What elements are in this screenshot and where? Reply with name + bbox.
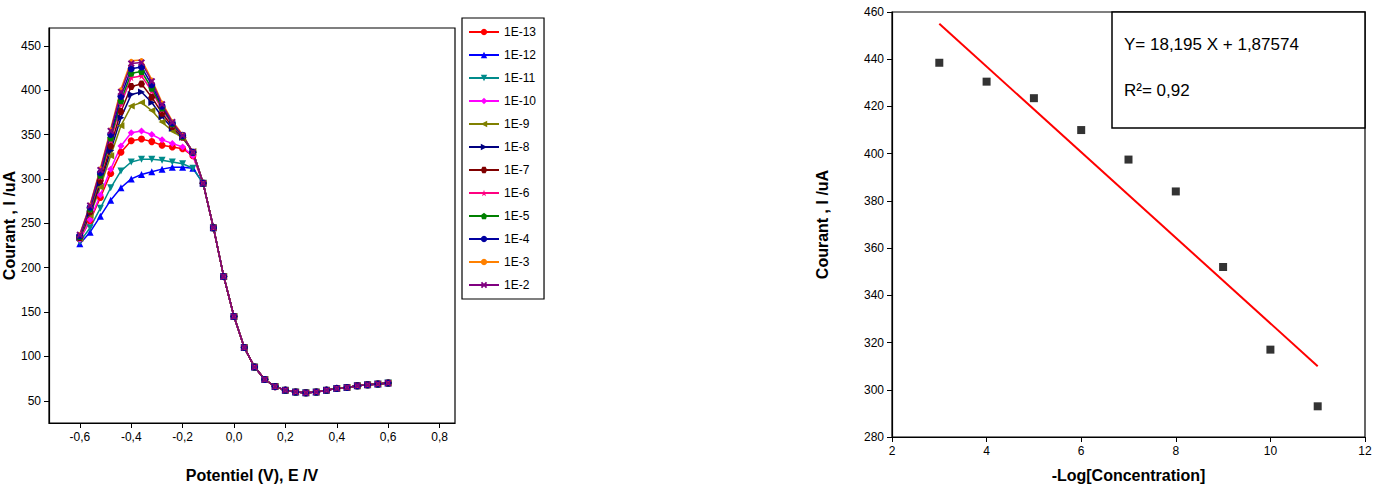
svg-text:0,2: 0,2 — [277, 430, 294, 444]
svg-text:150: 150 — [21, 305, 41, 319]
svg-text:1E-7: 1E-7 — [504, 163, 530, 177]
svg-text:-0,2: -0,2 — [172, 430, 193, 444]
svg-text:12: 12 — [1358, 444, 1372, 458]
svg-text:100: 100 — [21, 349, 41, 363]
svg-text:-0,4: -0,4 — [121, 430, 142, 444]
svg-text:0,6: 0,6 — [380, 430, 397, 444]
svg-text:0,8: 0,8 — [431, 430, 448, 444]
svg-text:420: 420 — [864, 99, 884, 113]
svg-text:320: 320 — [864, 336, 884, 350]
svg-text:Potentiel (V), E /V: Potentiel (V), E /V — [186, 467, 319, 484]
svg-text:300: 300 — [864, 383, 884, 397]
svg-text:1E-5: 1E-5 — [504, 209, 530, 223]
svg-text:Y= 18,195 X + 1,87574: Y= 18,195 X + 1,87574 — [1124, 35, 1299, 54]
svg-text:350: 350 — [21, 128, 41, 142]
svg-text:1E-9: 1E-9 — [504, 117, 530, 131]
svg-text:280: 280 — [864, 430, 884, 444]
svg-text:1E-12: 1E-12 — [504, 48, 536, 62]
svg-text:10: 10 — [1264, 444, 1278, 458]
svg-text:Courant , I /uA: Courant , I /uA — [1, 170, 18, 280]
svg-text:440: 440 — [864, 52, 884, 66]
svg-text:1E-2: 1E-2 — [504, 278, 530, 292]
svg-text:400: 400 — [864, 147, 884, 161]
svg-text:2: 2 — [889, 444, 896, 458]
svg-text:1E-6: 1E-6 — [504, 186, 530, 200]
svg-text:400: 400 — [21, 83, 41, 97]
svg-text:8: 8 — [1172, 444, 1179, 458]
svg-text:Courant , I /uA: Courant , I /uA — [814, 169, 831, 279]
svg-text:200: 200 — [21, 261, 41, 275]
svg-text:1E-4: 1E-4 — [504, 232, 530, 246]
svg-text:1E-10: 1E-10 — [504, 94, 536, 108]
svg-text:380: 380 — [864, 194, 884, 208]
svg-text:0,0: 0,0 — [226, 430, 243, 444]
svg-text:1E-11: 1E-11 — [504, 71, 535, 85]
svg-text:-0,6: -0,6 — [69, 430, 90, 444]
svg-text:50: 50 — [28, 394, 42, 408]
svg-text:1E-8: 1E-8 — [504, 140, 530, 154]
svg-text:360: 360 — [864, 241, 884, 255]
svg-text:1E-3: 1E-3 — [504, 255, 530, 269]
svg-text:R²= 0,92: R²= 0,92 — [1124, 81, 1190, 100]
svg-text:300: 300 — [21, 172, 41, 186]
svg-text:6: 6 — [1078, 444, 1085, 458]
svg-text:340: 340 — [864, 288, 884, 302]
svg-text:450: 450 — [21, 39, 41, 53]
svg-text:0,4: 0,4 — [328, 430, 345, 444]
svg-text:-Log[Concentration]: -Log[Concentration] — [1052, 467, 1206, 484]
svg-text:460: 460 — [864, 5, 884, 19]
svg-text:250: 250 — [21, 216, 41, 230]
svg-text:4: 4 — [983, 444, 990, 458]
svg-text:1E-13: 1E-13 — [504, 25, 536, 39]
